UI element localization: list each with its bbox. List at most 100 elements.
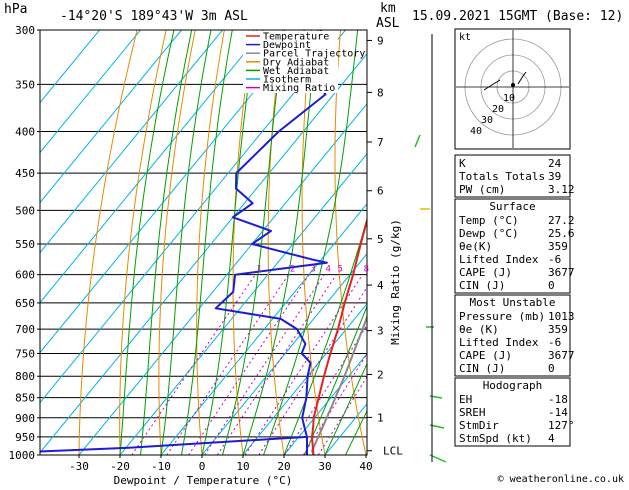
pressure-tick-label: 750: [15, 347, 35, 360]
wet-adiabat-line: [160, 30, 212, 455]
hodograph-table-row-value: 127°: [548, 419, 575, 432]
wind-barb: [414, 134, 421, 148]
plot-frame: [39, 29, 368, 456]
mixing-ratio-label: 5: [337, 265, 342, 275]
surface-row-value: 3677: [548, 266, 575, 279]
km-tick-label: 1: [377, 411, 384, 424]
dry-adiabat-line: [602, 30, 629, 455]
mixing-ratio-line: [131, 274, 256, 455]
hodograph-table-row-value: -14: [548, 406, 568, 419]
wet-adiabat-line: [304, 305, 367, 455]
most-unstable-row-label: CIN (J): [459, 362, 505, 375]
wind-barbs: [414, 34, 447, 463]
hodograph-trace-upper: [517, 71, 527, 85]
hodograph-table-row-value: 4: [548, 432, 555, 445]
km-tick-label: LCL: [383, 445, 403, 458]
mixing-ratio-line: [244, 274, 363, 455]
most-unstable-row-value: 0: [548, 362, 555, 375]
km-tick-label: 3: [377, 325, 384, 338]
isotherm-line: [119, 152, 367, 455]
pressure-tick-label: 550: [15, 238, 35, 251]
wet-adiabat-line: [181, 30, 233, 455]
surface-row-value: 25.6: [548, 227, 575, 240]
x-axis-label: Dewpoint / Temperature (°C): [114, 474, 293, 486]
wet-adiabat-line: [242, 30, 319, 455]
mixing-ratio-line: [166, 274, 289, 455]
hodograph-storm-marker: [511, 83, 515, 87]
most-unstable-row-label: Pressure (mb): [459, 310, 545, 323]
hodograph-ring-label: 20: [492, 104, 504, 115]
surface-row-value: -6: [548, 253, 561, 266]
mixing-ratio-line: [258, 286, 367, 455]
dry-adiabat-line: [573, 30, 629, 455]
indices-top-box: [454, 154, 571, 198]
parcel-trajectory-line: [311, 314, 367, 455]
mixing-ratio-label: 1: [257, 265, 262, 275]
legend-label: Mixing Ratio: [263, 83, 335, 94]
dry-adiabat-line: [301, 30, 326, 455]
pressure-tick-label: 900: [15, 412, 35, 425]
isotherm-line: [160, 202, 367, 455]
isotherm-line: [201, 252, 367, 455]
pressure-tick-label: 350: [15, 78, 35, 91]
hodograph-table-row-label: EH: [459, 393, 472, 406]
most-unstable-row-value: 359: [548, 323, 568, 336]
km-tick-label: 7: [377, 136, 384, 149]
mixing-ratio-line: [204, 274, 325, 455]
temperature-tick-label: 20: [277, 460, 290, 473]
surface-row-label: CAPE (J): [459, 266, 512, 279]
surface-row-value: 27.2: [548, 214, 575, 227]
dry-adiabat-line: [232, 30, 254, 455]
hodograph-table-box: [454, 377, 571, 447]
pressure-tick-label: 850: [15, 392, 35, 405]
km-tick-label: 2: [377, 368, 384, 381]
isotherm-line: [40, 30, 100, 104]
dry-adiabat-line: [196, 30, 225, 455]
surface-title: Surface: [489, 200, 535, 213]
datetime-title: 15.09.2021 15GMT (Base: 12): [412, 9, 623, 24]
hodograph-frame: [454, 28, 571, 150]
pressure-tick-label: 300: [15, 24, 35, 37]
km-tick-label: 8: [377, 86, 384, 99]
mixing-ratio-label: 2: [290, 265, 295, 275]
isotherm-line: [40, 30, 346, 404]
surface-row-label: CIN (J): [459, 279, 505, 292]
hodograph-table-title: Hodograph: [483, 379, 543, 392]
surface-row-label: Lifted Index: [459, 253, 539, 266]
most-unstable-box: [454, 294, 571, 377]
dry-adiabat-line: [334, 30, 367, 455]
surface-row-label: Temp (°C): [459, 214, 519, 227]
mixing-ratio-label: 3: [310, 265, 315, 275]
dewpoint-surface-segment: [40, 435, 308, 453]
pressure-tick-label: 950: [15, 431, 35, 444]
temperature-tick-label: -10: [151, 460, 171, 473]
surface-row-label: Dewp (°C): [459, 227, 519, 240]
km-tick-label: 4: [377, 279, 384, 292]
most-unstable-row-label: θe (K): [459, 323, 499, 336]
mixing-ratio-axis-label: Mixing Ratio (g/kg): [389, 219, 402, 345]
temperature-tick-label: -30: [69, 460, 89, 473]
hodograph-table-row-label: StmDir: [459, 419, 499, 432]
hodograph-ring-label: 30: [481, 115, 493, 126]
mixing-ratio-line: [317, 375, 367, 455]
pressure-tick-label: 800: [15, 370, 35, 383]
mixing-ratio-label: 8: [364, 265, 369, 275]
wet-adiabat-line: [263, 30, 359, 455]
hodograph-trace: [483, 79, 501, 91]
pressure-tick-label: 1000: [9, 449, 36, 462]
wind-barb: [429, 454, 447, 463]
pressure-tick-label: 450: [15, 167, 35, 180]
dry-adiabat-line: [398, 30, 448, 455]
wet-adiabat-line: [222, 30, 285, 455]
pressure-tick-label: 600: [15, 269, 35, 282]
hodograph-table-row-label: SREH: [459, 406, 486, 419]
wet-adiabat-line: [119, 30, 175, 455]
dry-adiabat-line: [119, 30, 167, 455]
isotherm-line: [40, 30, 141, 154]
surface-row-value: 359: [548, 240, 568, 253]
surface-row-label: θe(K): [459, 240, 492, 253]
hodograph-unit: kt: [459, 32, 471, 43]
temperature-tick-label: 10: [236, 460, 249, 473]
